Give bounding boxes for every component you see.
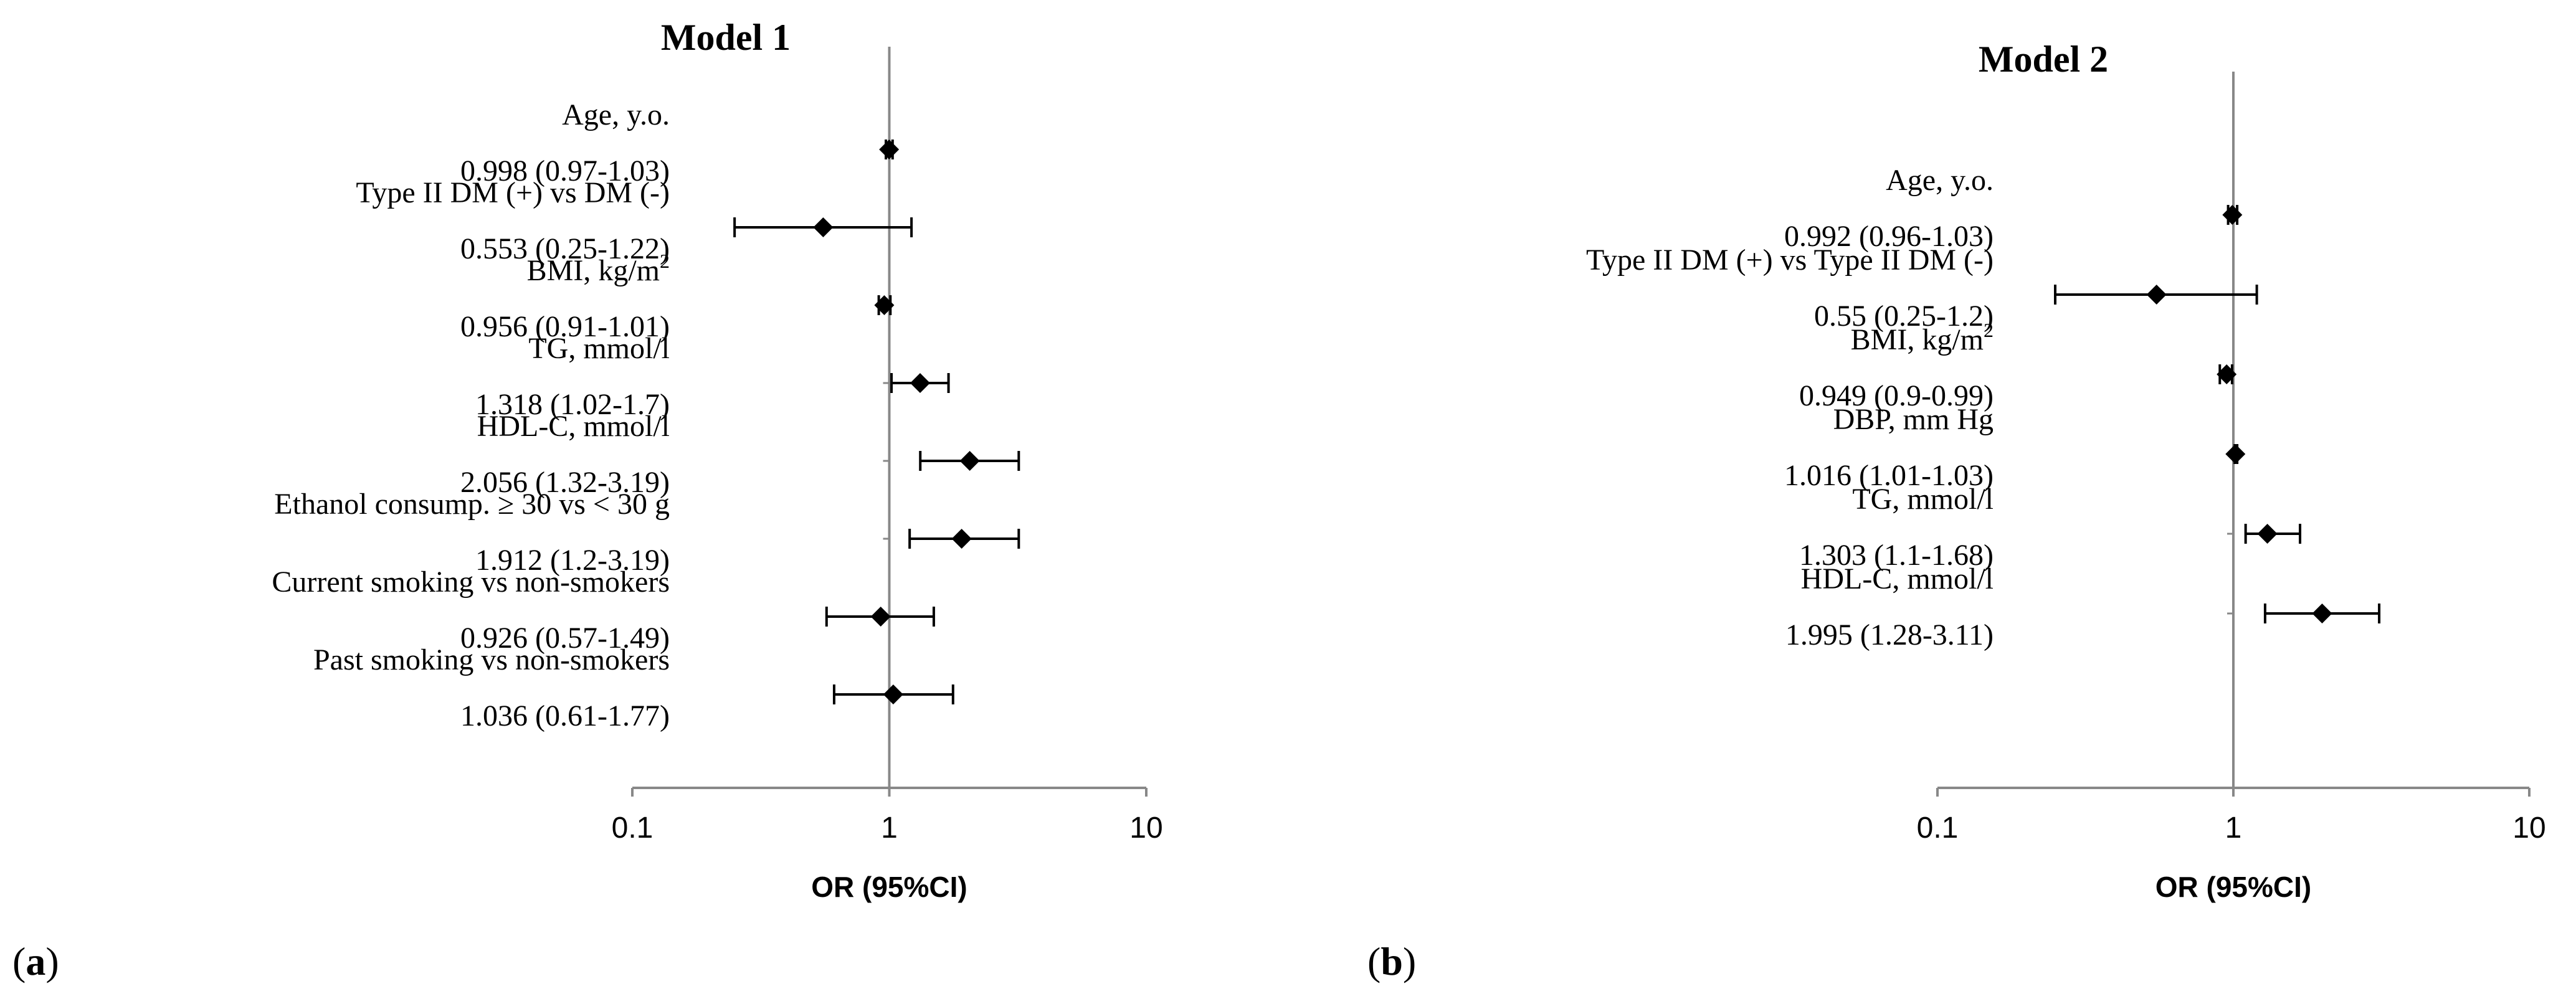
forest-row: BMI, kg/m2 0.949 (0.9-0.99) xyxy=(1799,319,2237,412)
row-label-superscript: 2 xyxy=(660,250,670,272)
forest-row: Type II DM (+) vs DM (-) 0.553 (0.25-1.22… xyxy=(356,176,913,265)
row-estimate-text: 1.036 (0.61-1.77) xyxy=(460,699,670,732)
row-label: Type II DM (+) vs DM (-) xyxy=(356,176,670,209)
row-estimate-text: 1.303 (1.1-1.68) xyxy=(1799,539,1994,572)
row-label: Past smoking vs non-smokers xyxy=(313,643,670,676)
row-estimate-text: 0.992 (0.96-1.03) xyxy=(1784,220,1994,253)
point-estimate-diamond xyxy=(910,373,930,393)
point-estimate-diamond xyxy=(2225,444,2246,464)
forest-panel-1: Model 1 0.1 1 10 OR (95%CI) Age, y.o. 0.998 (0… xyxy=(272,17,1162,903)
row-label: Ethanol consump. ≥ 30 vs < 30 g xyxy=(274,488,670,521)
row-label: TG, mmol/l xyxy=(1852,483,1994,516)
row-estimate-text: 0.998 (0.97-1.03) xyxy=(460,154,670,187)
point-estimate-diamond xyxy=(959,451,980,471)
panel-label: (a) xyxy=(12,939,59,983)
row-estimate-text: 1.995 (1.28-3.11) xyxy=(1785,618,1994,651)
row-estimate-text: 0.926 (0.57-1.49) xyxy=(460,622,670,655)
forest-row: Current smoking vs non-smokers 0.926 (0.5… xyxy=(272,566,935,655)
chart-title: Model 1 xyxy=(661,17,791,58)
row-estimate-text: 0.55 (0.25-1.2) xyxy=(1814,300,1994,333)
point-estimate-diamond xyxy=(2222,205,2243,225)
forest-row: Age, y.o. 0.992 (0.96-1.03) xyxy=(1784,164,2243,253)
row-label: Type II DM (+) vs Type II DM (-) xyxy=(1586,244,1994,277)
point-estimate-diamond xyxy=(813,217,834,237)
forest-row: HDL-C, mmol/l 2.056 (1.32-3.19) xyxy=(460,410,1020,499)
row-estimate-text: 2.056 (1.32-3.19) xyxy=(460,466,670,499)
row-estimate-text: 1.318 (1.02-1.7) xyxy=(475,388,670,421)
row-label: Age, y.o. xyxy=(1886,164,1994,197)
x-tick-label: 10 xyxy=(2512,812,2545,845)
panel-label: (b) xyxy=(1367,939,1416,983)
x-tick-label: 10 xyxy=(1129,812,1162,845)
panel-letter: a xyxy=(26,939,45,983)
forest-row: Past smoking vs non-smokers 1.036 (0.61-1… xyxy=(313,643,954,732)
point-estimate-diamond xyxy=(2217,364,2237,384)
row-label: Age, y.o. xyxy=(562,98,670,131)
x-tick-label: 0.1 xyxy=(1917,812,1959,845)
point-estimate-diamond xyxy=(874,295,895,315)
forest-panel-2: Model 2 0.1 1 10 OR (95%CI) Age, y.o. 0.992 (0… xyxy=(1586,39,2546,903)
row-label-superscript: 2 xyxy=(1984,319,1994,341)
point-estimate-diamond xyxy=(2312,604,2332,623)
row-estimate-text: 1.912 (1.2-3.19) xyxy=(475,544,670,577)
point-estimate-diamond xyxy=(879,140,900,159)
panel-letter: b xyxy=(1381,939,1403,983)
row-estimate-text: 0.949 (0.9-0.99) xyxy=(1799,379,1994,412)
point-estimate-diamond xyxy=(2257,524,2278,544)
row-label: HDL-C, mmol/l xyxy=(1801,562,1994,595)
point-estimate-diamond xyxy=(883,684,903,704)
forest-row: Type II DM (+) vs Type II DM (-) 0.55 (0.… xyxy=(1586,244,2258,333)
x-axis-label: OR (95%CI) xyxy=(2155,871,2311,903)
x-axis-label: OR (95%CI) xyxy=(811,871,967,903)
forest-row: TG, mmol/l 1.318 (1.02-1.7) xyxy=(475,332,950,421)
forest-row: Ethanol consump. ≥ 30 vs < 30 g 1.912 (1.… xyxy=(274,488,1020,577)
forest-row: Age, y.o. 0.998 (0.97-1.03) xyxy=(460,98,900,187)
row-label: BMI, kg/m2 xyxy=(1851,319,1994,356)
row-estimate-text: 0.956 (0.91-1.01) xyxy=(460,310,670,343)
row-label: DBP, mm Hg xyxy=(1833,403,1994,436)
point-estimate-diamond xyxy=(2146,285,2167,305)
forest-row: TG, mmol/l 1.303 (1.1-1.68) xyxy=(1799,483,2302,572)
x-tick-label: 1 xyxy=(881,812,898,845)
x-tick-label: 0.1 xyxy=(612,812,654,845)
row-label: HDL-C, mmol/l xyxy=(477,410,670,443)
point-estimate-diamond xyxy=(951,529,972,549)
point-estimate-diamond xyxy=(870,607,891,627)
forest-row: BMI, kg/m2 0.956 (0.91-1.01) xyxy=(460,250,895,343)
chart-title: Model 2 xyxy=(1979,39,2108,80)
row-label: TG, mmol/l xyxy=(528,332,670,365)
row-estimate-text: 0.553 (0.25-1.22) xyxy=(460,232,670,265)
x-tick-label: 1 xyxy=(2225,812,2242,845)
forest-row: HDL-C, mmol/l 1.995 (1.28-3.11) xyxy=(1785,562,2381,651)
row-label: Current smoking vs non-smokers xyxy=(272,566,670,599)
row-estimate-text: 1.016 (1.01-1.03) xyxy=(1784,459,1994,492)
row-label: BMI, kg/m2 xyxy=(527,250,670,287)
forest-row: DBP, mm Hg 1.016 (1.01-1.03) xyxy=(1784,403,2246,492)
